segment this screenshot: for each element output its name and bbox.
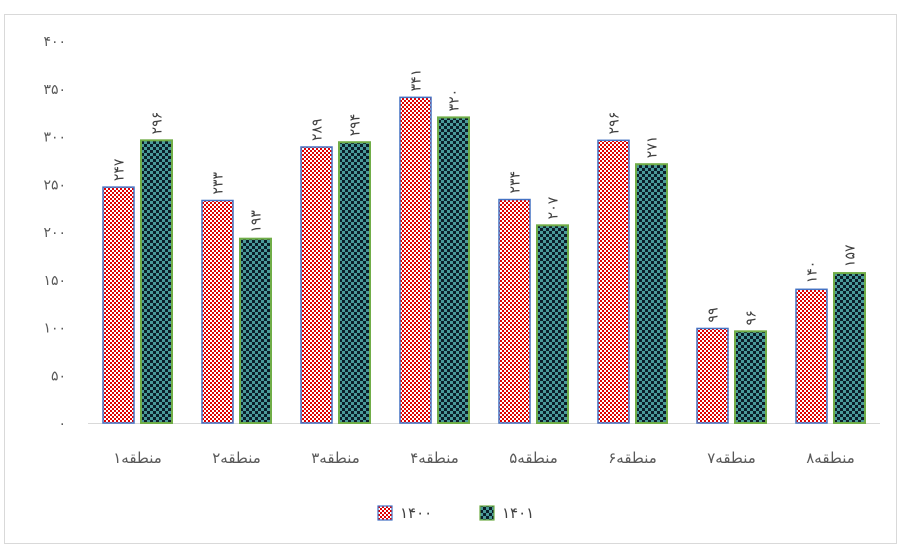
bar-series2 (338, 141, 371, 424)
data-label: ۱۵۷ (843, 244, 859, 267)
y-tick-label: ۱۰۰ (43, 321, 66, 337)
data-label: ۲۷۱ (645, 136, 661, 159)
legend-label: ۱۴۰۰ (400, 504, 432, 522)
bar-series2 (536, 224, 569, 424)
legend-label: ۱۴۰۱ (502, 504, 534, 522)
bar-series2 (239, 237, 272, 424)
x-tick-label: منطقه۷ (707, 449, 756, 467)
legend-swatch (377, 505, 393, 521)
data-label: ۲۳۴ (508, 171, 524, 194)
bar-series2 (833, 272, 866, 424)
bar-series1 (300, 146, 333, 424)
x-tick-label: منطقه۳ (311, 449, 360, 467)
data-label: ۲۹۶ (150, 112, 166, 135)
legend-swatch (479, 505, 495, 521)
x-tick-label: منطقه۵ (509, 449, 558, 467)
data-label: ۲۸۹ (310, 118, 326, 141)
x-tick-label: منطقه۲ (212, 449, 261, 467)
y-tick-label: ۰ (58, 416, 66, 432)
y-tick-label: ۳۵۰ (43, 82, 66, 98)
bar-series2 (734, 330, 767, 425)
data-label: ۹۹ (706, 307, 722, 322)
x-tick-label: منطقه۱ (113, 449, 162, 467)
x-tick-label: منطقه۸ (806, 449, 855, 467)
y-tick-label: ۲۰۰ (43, 225, 66, 241)
data-label: ۲۰۷ (546, 196, 562, 219)
x-tick-label: منطقه۶ (608, 449, 657, 467)
data-label: ۱۴۰ (805, 261, 821, 284)
x-tick-label: منطقه۴ (410, 449, 459, 467)
data-label: ۲۹۴ (348, 114, 364, 137)
bar-series1 (498, 198, 531, 424)
bar-series1 (696, 327, 729, 424)
bar-series2 (635, 163, 668, 424)
bar-series2 (140, 139, 173, 424)
data-label: ۲۴۷ (112, 158, 128, 181)
data-label: ۲۳۳ (211, 171, 227, 194)
bar-series1 (399, 96, 432, 424)
bar-series1 (201, 199, 234, 424)
y-tick-label: ۱۵۰ (43, 273, 66, 289)
bar-series1 (597, 139, 630, 424)
bar-series1 (102, 186, 135, 424)
y-tick-label: ۵۰ (51, 368, 66, 384)
y-tick-label: ۳۰۰ (43, 130, 66, 146)
data-label: ۲۹۶ (607, 112, 623, 135)
y-tick-label: ۴۰۰ (43, 34, 66, 50)
data-label: ۹۶ (744, 310, 760, 325)
bar-series1 (795, 288, 828, 424)
bar-series2 (437, 116, 470, 425)
data-label: ۳۴۱ (409, 69, 425, 92)
data-label: ۳۲۰ (447, 89, 463, 112)
y-tick-label: ۲۵۰ (43, 177, 66, 193)
data-label: ۱۹۳ (249, 210, 265, 233)
